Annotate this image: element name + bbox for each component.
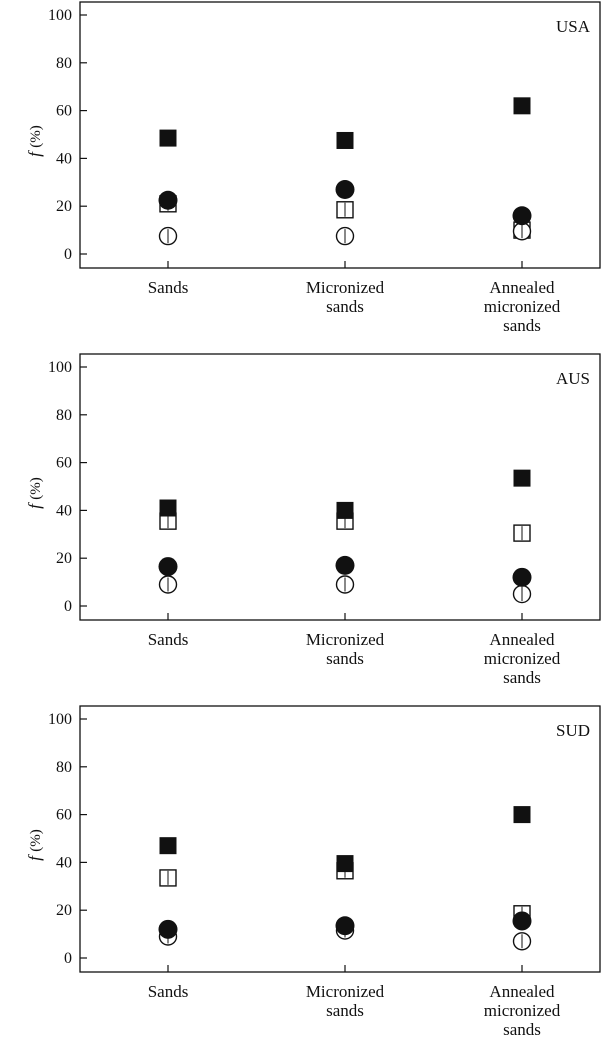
marker-open-circle xyxy=(335,226,355,246)
marker-open-circle xyxy=(512,932,532,951)
marker-filled-square xyxy=(336,855,354,873)
marker-filled-square xyxy=(159,129,177,147)
y-tick-label: 40 xyxy=(56,854,72,871)
marker-filled-circle xyxy=(158,919,178,939)
y-tick-label: 60 xyxy=(56,807,72,824)
panel-label-sud: SUD xyxy=(556,721,590,740)
marker-filled-circle xyxy=(158,190,178,210)
panel-label-aus: AUS xyxy=(556,369,590,388)
y-tick-label: 40 xyxy=(56,150,72,167)
y-tick-label: 60 xyxy=(56,103,72,120)
marker-open-square xyxy=(159,869,177,887)
marker-open-circle xyxy=(158,226,178,246)
marker-filled-square xyxy=(513,806,531,824)
marker-filled-square xyxy=(159,837,177,855)
category-label: Annealed micronized sands xyxy=(484,630,561,687)
y-tick-label: 80 xyxy=(56,55,72,72)
marker-filled-circle xyxy=(158,557,178,577)
panel-sud: 0 20 40 60 80 100 Sands Micronized sands Annealed… xyxy=(0,704,606,1056)
category-label: Micronized sands xyxy=(306,982,385,1020)
y-tick-label: 20 xyxy=(56,902,72,919)
marker-filled-square xyxy=(159,499,177,517)
marker-filled-square xyxy=(513,97,531,115)
plot-frame xyxy=(79,1,601,269)
plot-frame xyxy=(79,353,601,621)
y-tick-label: 60 xyxy=(56,455,72,472)
y-tick-label: 20 xyxy=(56,550,72,567)
category-label: Annealed micronized sands xyxy=(484,982,561,1039)
marker-filled-square xyxy=(513,469,531,487)
panel-aus: 0 20 40 60 80 100 Sands Micronized sands Annealed… xyxy=(0,352,606,704)
chart-usa: 0 20 40 60 80 100 Sands Micronized sands Annealed… xyxy=(25,1,601,335)
y-tick-label: 80 xyxy=(56,759,72,776)
plot-frame xyxy=(79,705,601,973)
chart-aus: 0 20 40 60 80 100 Sands Micronized sands Annealed… xyxy=(25,353,601,687)
marker-open-square xyxy=(336,201,354,219)
y-axis-label: f (%) xyxy=(25,125,44,156)
y-tick-label: 100 xyxy=(48,359,72,376)
marker-filled-circle xyxy=(512,206,532,226)
y-axis-label: f (%) xyxy=(25,829,44,860)
marker-filled-circle xyxy=(335,555,355,575)
y-tick-label: 0 xyxy=(64,950,72,967)
panel-label-usa: USA xyxy=(556,17,591,36)
marker-open-circle xyxy=(512,222,532,241)
y-tick-label: 20 xyxy=(56,198,72,215)
y-tick-label: 80 xyxy=(56,407,72,424)
y-tick-label: 100 xyxy=(48,7,72,24)
marker-filled-circle xyxy=(335,916,355,936)
marker-filled-circle xyxy=(512,567,532,587)
y-tick-label: 0 xyxy=(64,598,72,615)
category-label: Sands xyxy=(148,982,189,1001)
y-tick-label: 100 xyxy=(48,711,72,728)
y-tick-label: 0 xyxy=(64,246,72,263)
category-label: Sands xyxy=(148,278,189,297)
marker-open-square xyxy=(513,524,531,542)
marker-open-circle xyxy=(335,575,355,594)
marker-filled-square xyxy=(336,131,354,149)
marker-open-circle xyxy=(512,584,532,604)
marker-filled-circle xyxy=(512,911,532,931)
category-label: Sands xyxy=(148,630,189,649)
category-label: Annealed micronized sands xyxy=(484,278,561,335)
marker-open-circle xyxy=(158,575,178,594)
y-tick-label: 40 xyxy=(56,502,72,519)
category-label: Micronized sands xyxy=(306,278,385,316)
chart-sud: 0 20 40 60 80 100 Sands Micronized sands Annealed… xyxy=(25,705,601,1039)
marker-filled-square xyxy=(336,501,354,519)
category-label: Micronized sands xyxy=(306,630,385,668)
marker-filled-circle xyxy=(335,179,355,199)
panel-usa: 0 20 40 60 80 100 Sands Micronized sands Annealed… xyxy=(0,0,606,352)
y-axis-label: f (%) xyxy=(25,477,44,508)
